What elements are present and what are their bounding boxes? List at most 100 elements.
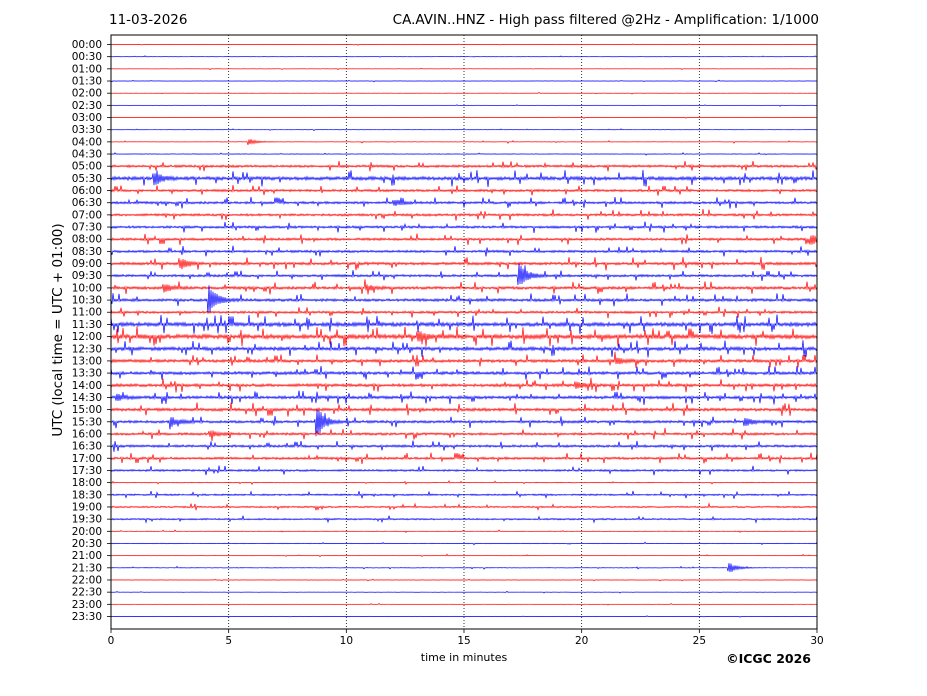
trace-2000 (110, 529, 818, 533)
trace-0930 (110, 263, 818, 286)
y-tick-label: 11:00 (72, 307, 102, 319)
trace-0330 (110, 128, 818, 132)
y-tick-label: 16:30 (72, 441, 102, 453)
trace-0730 (110, 221, 818, 234)
y-tick-label: 22:30 (72, 587, 102, 599)
y-tick-label: 00:30 (72, 51, 102, 63)
y-tick-label: 15:00 (72, 404, 102, 416)
y-tick-label: 09:00 (72, 258, 102, 270)
trace-0300 (110, 116, 818, 120)
trace-0100 (110, 67, 818, 71)
x-axis-label: time in minutes (420, 651, 508, 664)
chart-title: CA.AVIN..HNZ - High pass filtered @2Hz -… (392, 12, 819, 28)
trace-2130 (110, 563, 818, 573)
trace-1100 (110, 306, 818, 319)
y-tick-label: 04:30 (72, 149, 102, 161)
trace-2330 (110, 615, 818, 618)
trace-0830 (110, 245, 818, 257)
trace-0230 (110, 104, 818, 107)
trace-1130 (110, 314, 818, 335)
x-tick-label: 25 (693, 635, 706, 647)
y-tick-label: 17:00 (72, 453, 102, 465)
y-tick-label: 03:00 (72, 112, 102, 124)
y-tick-label: 15:30 (72, 416, 102, 428)
trace-1400 (110, 377, 818, 393)
y-tick-label: 13:00 (72, 355, 102, 367)
y-tick-label: 23:30 (72, 611, 102, 623)
y-tick-label: 21:30 (72, 562, 102, 574)
trace-2100 (110, 553, 818, 558)
trace-1730 (110, 465, 818, 476)
y-tick-label: 02:30 (72, 100, 102, 112)
trace-0400 (110, 139, 818, 146)
trace-1630 (110, 440, 818, 452)
trace-1300 (110, 351, 818, 368)
trace-1200 (110, 326, 818, 347)
y-tick-label: 01:00 (72, 63, 102, 75)
trace-1800 (110, 480, 818, 486)
y-tick-label: 18:00 (72, 477, 102, 489)
trace-1900 (110, 502, 818, 511)
trace-2230 (110, 590, 818, 594)
y-tick-label: 08:30 (72, 246, 102, 258)
trace-1030 (110, 285, 818, 314)
y-tick-label: 07:30 (72, 222, 102, 234)
x-tick-label: 30 (810, 635, 823, 647)
y-tick-label: 06:30 (72, 197, 102, 209)
y-tick-label: 02:00 (72, 88, 102, 100)
trace-0900 (110, 256, 818, 271)
trace-0130 (110, 79, 818, 83)
y-tick-label: 14:00 (72, 380, 102, 392)
y-tick-label: 19:00 (72, 501, 102, 513)
y-tick-label: 03:30 (72, 124, 102, 136)
trace-0530 (110, 169, 818, 188)
y-tick-label: 10:30 (72, 295, 102, 307)
y-tick-label: 17:30 (72, 465, 102, 477)
y-tick-label: 18:30 (72, 489, 102, 501)
y-tick-label: 20:00 (72, 526, 102, 538)
trace-1530 (110, 409, 818, 437)
y-tick-label: 13:30 (72, 368, 102, 380)
y-tick-label: 09:30 (72, 270, 102, 282)
y-tick-label: 23:00 (72, 599, 102, 611)
y-tick-label: 22:00 (72, 574, 102, 586)
y-tick-label: 04:00 (72, 136, 102, 148)
date-label: 11-03-2026 (109, 12, 188, 28)
trace-1930 (110, 515, 818, 524)
trace-1430 (110, 390, 818, 405)
trace-0600 (110, 184, 818, 196)
trace-2030 (110, 541, 818, 546)
y-tick-label: 16:00 (72, 428, 102, 440)
x-tick-label: 0 (108, 635, 115, 647)
trace-1330 (110, 365, 818, 380)
trace-0800 (110, 233, 818, 246)
y-tick-label: 12:00 (72, 331, 102, 343)
y-tick-label: 21:00 (72, 550, 102, 562)
trace-2300 (110, 603, 818, 606)
x-tick-label: 15 (457, 635, 470, 647)
x-tick-label: 5 (225, 635, 232, 647)
trace-0700 (110, 209, 818, 221)
trace-0630 (110, 197, 818, 209)
trace-0200 (110, 91, 818, 95)
y-tick-label: 14:30 (72, 392, 102, 404)
trace-1600 (110, 428, 818, 442)
trace-1500 (110, 402, 818, 417)
x-tick-label: 20 (575, 635, 588, 647)
copyright-label: ©ICGC 2026 (726, 651, 811, 666)
trace-0430 (110, 152, 818, 156)
y-tick-label: 19:30 (72, 514, 102, 526)
y-tick-label: 00:00 (72, 39, 102, 51)
y-tick-label: 08:00 (72, 234, 102, 246)
y-tick-label: 06:00 (72, 185, 102, 197)
trace-1230 (110, 340, 818, 358)
y-tick-label: 20:30 (72, 538, 102, 550)
x-tick-label: 10 (340, 635, 353, 647)
y-tick-label: 05:30 (72, 173, 102, 185)
y-tick-label: 10:00 (72, 282, 102, 294)
y-tick-label: 07:00 (72, 209, 102, 221)
y-tick-label: 11:30 (72, 319, 102, 331)
trace-0000 (110, 43, 818, 46)
y-tick-label: 05:00 (72, 161, 102, 173)
